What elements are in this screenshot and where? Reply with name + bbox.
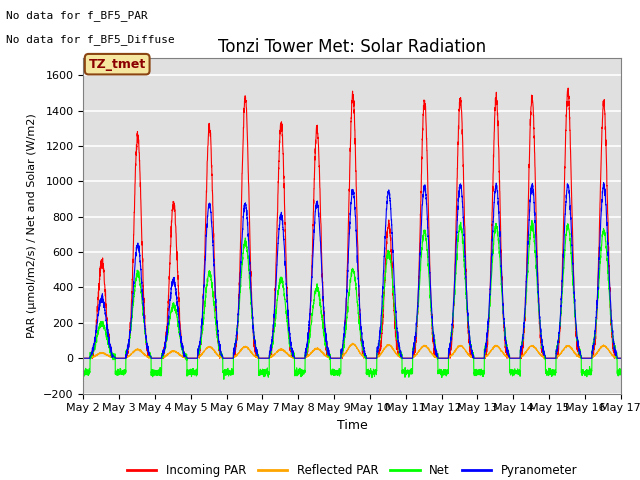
- Incoming PAR: [332, 355, 340, 361]
- Text: No data for f_BF5_Diffuse: No data for f_BF5_Diffuse: [6, 34, 175, 45]
- Line: Reflected PAR: Reflected PAR: [83, 343, 621, 358]
- Incoming PAR: [176, 318, 184, 324]
- Pyranometer: [176, 324, 184, 330]
- Net: [443, 369, 451, 375]
- Pyranometer: [616, 355, 624, 361]
- Pyranometer: [332, 355, 340, 361]
- Net: [220, 376, 228, 382]
- Reflected PAR: [443, 355, 451, 361]
- Net: [617, 372, 625, 377]
- Net: [528, 217, 536, 223]
- Net: [332, 368, 340, 374]
- Reflected PAR: [503, 353, 511, 359]
- Text: TZ_tmet: TZ_tmet: [88, 58, 146, 71]
- Net: [79, 367, 87, 372]
- Y-axis label: PAR (μmol/m2/s) / Net and Solar (W/m2): PAR (μmol/m2/s) / Net and Solar (W/m2): [28, 113, 37, 338]
- Reflected PAR: [617, 355, 625, 361]
- Incoming PAR: [617, 355, 625, 361]
- Net: [616, 371, 624, 377]
- Pyranometer: [443, 355, 451, 361]
- Incoming PAR: [443, 355, 451, 361]
- Reflected PAR: [349, 340, 356, 346]
- Legend: Incoming PAR, Reflected PAR, Net, Pyranometer: Incoming PAR, Reflected PAR, Net, Pyrano…: [122, 459, 582, 480]
- Pyranometer: [79, 355, 87, 361]
- Reflected PAR: [332, 355, 340, 361]
- Title: Tonzi Tower Met: Solar Radiation: Tonzi Tower Met: Solar Radiation: [218, 38, 486, 56]
- Reflected PAR: [79, 355, 87, 361]
- Pyranometer: [600, 180, 607, 185]
- Incoming PAR: [472, 355, 480, 361]
- Pyranometer: [617, 355, 625, 361]
- Net: [503, 342, 511, 348]
- Incoming PAR: [616, 355, 624, 361]
- X-axis label: Time: Time: [337, 419, 367, 432]
- Text: No data for f_BF5_PAR: No data for f_BF5_PAR: [6, 10, 148, 21]
- Line: Net: Net: [83, 220, 621, 379]
- Net: [472, 372, 480, 378]
- Incoming PAR: [79, 355, 87, 361]
- Net: [176, 330, 184, 336]
- Line: Incoming PAR: Incoming PAR: [83, 88, 621, 358]
- Pyranometer: [472, 355, 480, 361]
- Incoming PAR: [564, 85, 572, 91]
- Reflected PAR: [472, 355, 480, 361]
- Line: Pyranometer: Pyranometer: [83, 182, 621, 358]
- Incoming PAR: [503, 351, 511, 357]
- Reflected PAR: [176, 351, 184, 357]
- Reflected PAR: [616, 355, 624, 361]
- Pyranometer: [503, 349, 511, 355]
